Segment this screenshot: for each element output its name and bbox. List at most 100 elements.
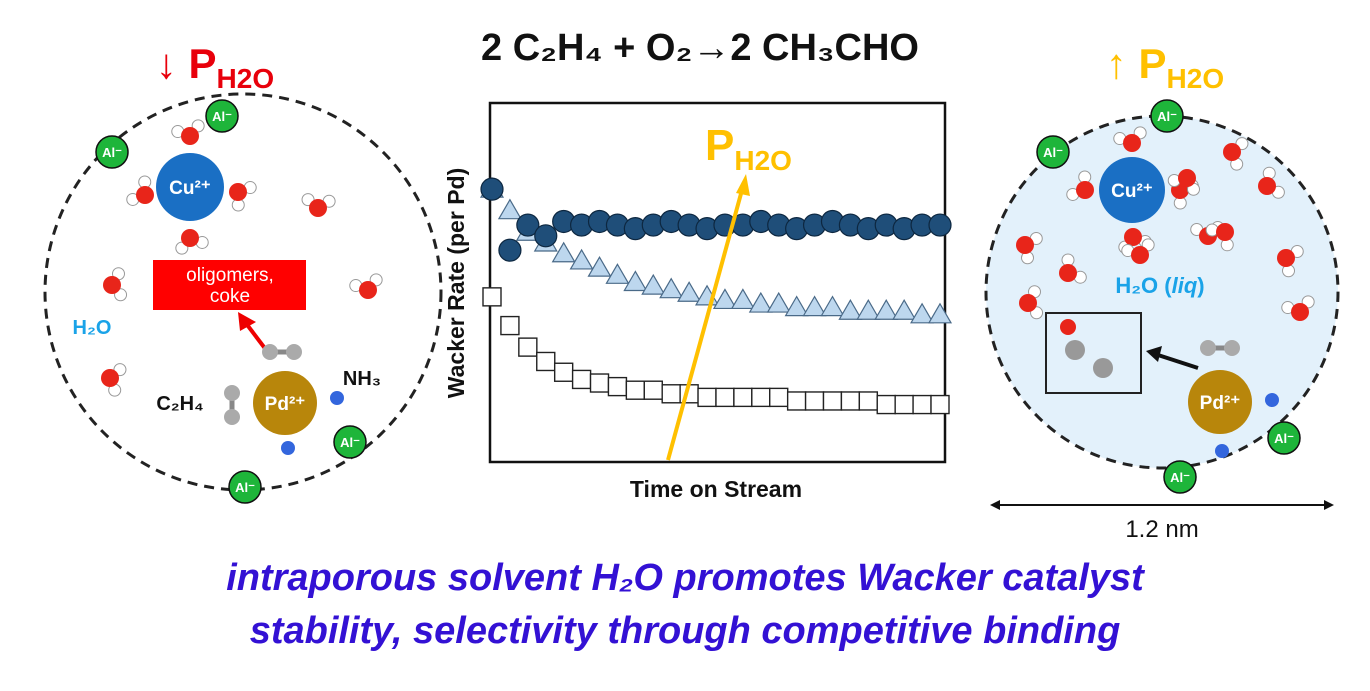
carbon [1093, 358, 1113, 378]
al-label: Al⁻ [235, 480, 255, 495]
oxygen [1060, 319, 1076, 335]
point [840, 391, 861, 411]
al-site [1150, 99, 1184, 133]
p: P [189, 40, 217, 87]
product-box [1045, 312, 1142, 394]
arrowhead [736, 174, 750, 196]
pd-ion [1188, 370, 1252, 434]
p: P [705, 121, 734, 170]
point [641, 273, 666, 295]
oxygen [229, 183, 247, 201]
point [480, 177, 504, 201]
point [482, 287, 502, 307]
ammonia-label: NH₃ [343, 368, 381, 390]
oxygen [1016, 236, 1034, 254]
point [804, 391, 825, 411]
point [838, 299, 863, 320]
point [712, 288, 738, 310]
scale-label: 1.2 nm [1125, 516, 1198, 543]
oxygen [103, 276, 121, 294]
pd-label: Pd²⁺ [1200, 393, 1241, 414]
oxygen [1059, 264, 1077, 282]
point [822, 391, 843, 411]
al-label: Al⁻ [212, 109, 232, 124]
oxygen [1124, 228, 1142, 246]
reaction: 2 C₂H₄ + O₂→2 CH₃CHO [481, 27, 919, 69]
carbon [262, 344, 278, 360]
arrowhead [238, 312, 256, 331]
caption-line: intraporous solvent H₂O promotes Wacker … [226, 557, 1145, 599]
point [497, 198, 522, 220]
point [802, 295, 827, 317]
oxygen [1277, 249, 1295, 267]
pd-label: Pd²⁺ [265, 394, 306, 415]
oxygen [1123, 134, 1141, 152]
carbon [224, 409, 240, 425]
point [551, 241, 576, 263]
point [697, 387, 717, 408]
p: P [1139, 40, 1167, 87]
al-site [1163, 460, 1197, 494]
arrow: ↓ [156, 40, 177, 87]
al-site [1267, 421, 1301, 455]
al-label: Al⁻ [340, 435, 360, 450]
nitrogen [330, 391, 344, 405]
point [715, 387, 735, 408]
byproduct-box [153, 260, 306, 310]
point [858, 391, 879, 411]
point [928, 213, 952, 237]
pore-right [984, 114, 1340, 470]
arrow-label: PH2O [705, 121, 792, 176]
nitrogen [1265, 393, 1279, 407]
left-header: ↓ PH2O [156, 40, 274, 94]
point [623, 270, 648, 292]
part: H₂O ( [1115, 273, 1172, 298]
al-site [333, 425, 367, 459]
point [910, 302, 935, 324]
point [518, 337, 538, 357]
part: ) [1197, 273, 1204, 298]
point [751, 387, 771, 408]
carbon [224, 385, 240, 401]
nitrogen [1215, 444, 1229, 458]
al-site [95, 135, 129, 169]
point [766, 291, 791, 313]
oxygen [309, 199, 327, 217]
point [605, 263, 630, 284]
carbon [286, 344, 302, 360]
oxygen [1131, 246, 1149, 264]
cu-ion [1099, 157, 1165, 223]
liquid-water-label: H₂O (liq) [1115, 273, 1204, 298]
sub: H2O [734, 145, 792, 176]
oxygen [181, 127, 199, 145]
al-label: Al⁻ [102, 145, 122, 160]
point [892, 299, 917, 320]
oxygen [359, 281, 377, 299]
cu-label: Cu²⁺ [1111, 181, 1153, 202]
al-label: Al⁻ [1157, 109, 1177, 124]
oxygen [136, 186, 154, 204]
point [927, 302, 953, 324]
water-label: H₂O [73, 317, 112, 339]
al-label: Al⁻ [1274, 431, 1294, 446]
sub: H2O [1167, 63, 1225, 94]
point [516, 213, 540, 237]
oxygen [1258, 177, 1276, 195]
point [571, 369, 592, 390]
point [500, 315, 520, 336]
point [874, 299, 899, 320]
point [912, 394, 932, 415]
carbon [1200, 340, 1216, 356]
point [589, 373, 610, 393]
point [730, 288, 755, 310]
carbon [1065, 340, 1085, 360]
point [587, 255, 612, 277]
point [661, 384, 681, 404]
oxygen [101, 369, 119, 387]
caption-line: stability, selectivity through competiti… [250, 610, 1121, 652]
point [769, 387, 789, 408]
oxygen [1216, 223, 1234, 241]
oxygen [181, 229, 199, 247]
point [625, 380, 646, 400]
